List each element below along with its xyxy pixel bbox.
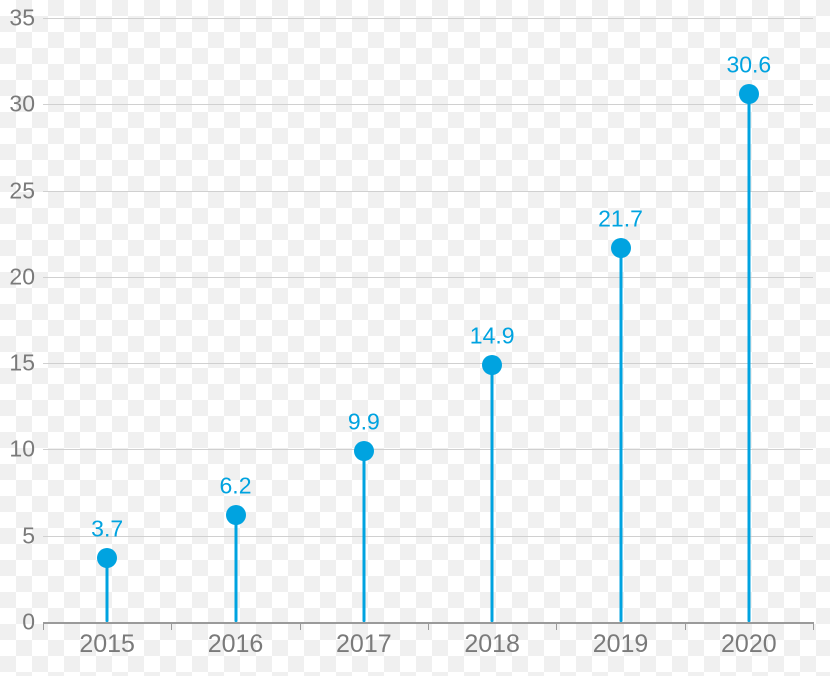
x-tick <box>43 622 44 630</box>
stem <box>491 365 494 622</box>
x-tick-label: 2019 <box>593 630 649 659</box>
gridline <box>43 277 813 278</box>
gridline <box>43 191 813 192</box>
chart-frame: 0 5 10 15 20 25 30 35 3.7 2015 6.2 2016 9.9 2017 14.9 2… <box>0 0 830 676</box>
x-tick-label: 2020 <box>721 630 777 659</box>
x-tick-label: 2016 <box>208 630 264 659</box>
x-tick-label: 2018 <box>464 630 520 659</box>
y-tick-label: 20 <box>9 263 35 290</box>
y-tick-label: 5 <box>22 522 35 549</box>
x-tick <box>428 622 429 630</box>
y-tick-label: 10 <box>9 436 35 463</box>
gridline <box>43 363 813 364</box>
y-tick-label: 15 <box>9 350 35 377</box>
x-tick-label: 2017 <box>336 630 392 659</box>
gridline <box>43 536 813 537</box>
x-tick <box>300 622 301 630</box>
marker <box>97 548 117 568</box>
marker <box>482 355 502 375</box>
plot-area: 051015202530353.720156.220169.9201714.92… <box>43 18 813 622</box>
stem <box>234 515 237 622</box>
x-tick <box>813 622 814 630</box>
value-label: 14.9 <box>470 322 515 349</box>
gridline <box>43 104 813 105</box>
stem <box>619 248 622 622</box>
y-tick-label: 25 <box>9 177 35 204</box>
value-label: 21.7 <box>598 205 643 232</box>
stem <box>362 451 365 622</box>
marker <box>739 84 759 104</box>
y-tick-label: 30 <box>9 91 35 118</box>
gridline <box>43 449 813 450</box>
y-tick-label: 35 <box>9 5 35 32</box>
x-tick <box>556 622 557 630</box>
gridline <box>43 18 813 19</box>
marker <box>611 238 631 258</box>
y-tick-label: 0 <box>22 609 35 636</box>
x-tick-label: 2015 <box>79 630 135 659</box>
stem <box>747 94 750 622</box>
x-tick <box>685 622 686 630</box>
marker <box>226 505 246 525</box>
value-label: 6.2 <box>220 473 252 500</box>
value-label: 9.9 <box>348 409 380 436</box>
value-label: 3.7 <box>91 516 123 543</box>
marker <box>354 441 374 461</box>
value-label: 30.6 <box>726 52 771 79</box>
x-tick <box>171 622 172 630</box>
